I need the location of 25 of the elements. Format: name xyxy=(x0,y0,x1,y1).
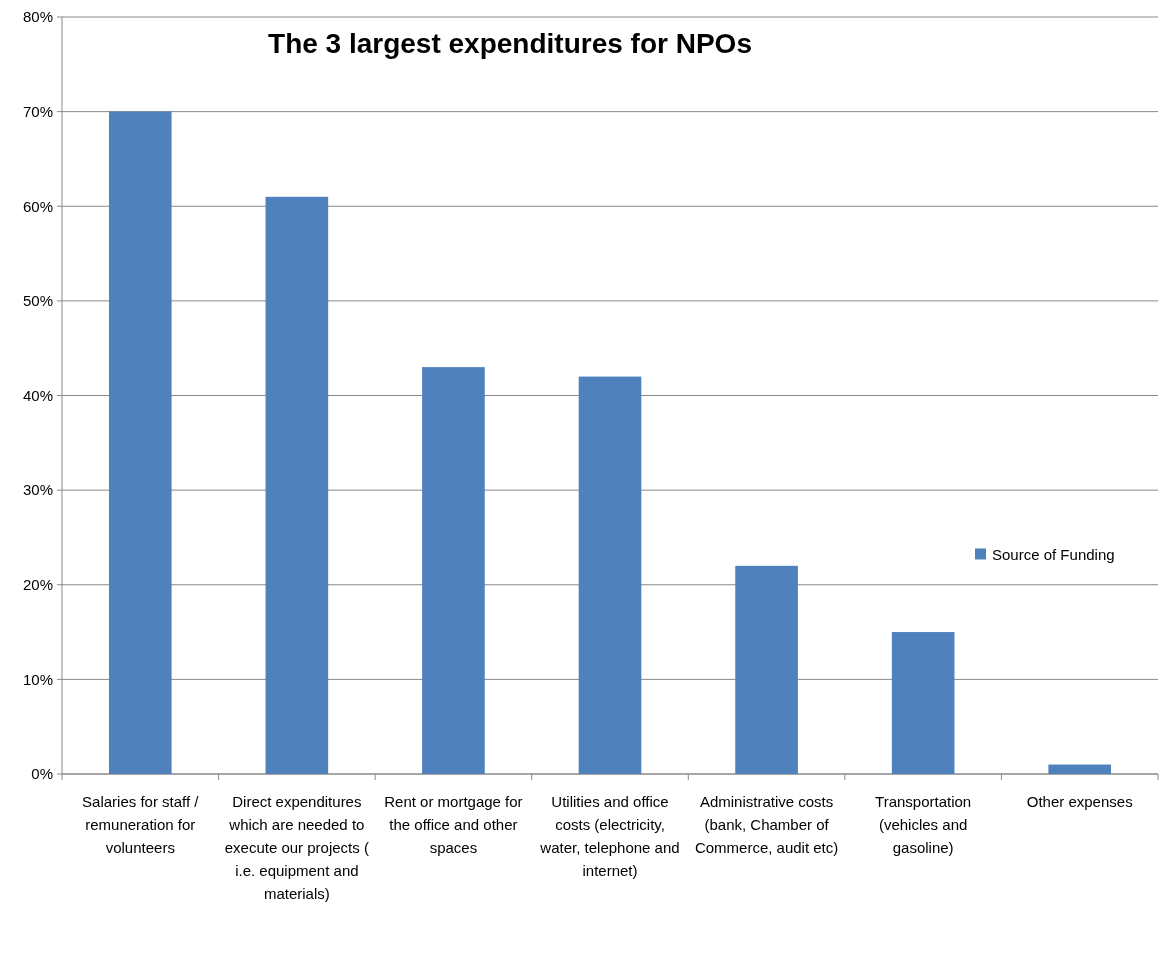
y-tick-label: 40% xyxy=(22,386,53,404)
x-tick-label: Administrative costs (bank, Chamber of Commerce, audit etc) xyxy=(694,793,839,856)
y-tick-label: 50% xyxy=(22,292,53,310)
y-tick-label: 20% xyxy=(22,576,53,593)
x-tick-label: Other expenses xyxy=(1026,793,1133,810)
bar xyxy=(265,196,329,774)
x-tick-label: Rent or mortgage for the office and other spaces xyxy=(384,793,523,856)
y-tick-label: 70% xyxy=(22,102,53,120)
y-tick-label: 60% xyxy=(22,197,53,215)
x-tick-label: Utilities and office costs (electricity, water, telephone and internet) xyxy=(539,793,680,879)
bar xyxy=(1048,764,1112,774)
bar xyxy=(108,111,172,774)
y-tick-label: 0% xyxy=(31,765,53,783)
chart-title: The 3 largest expenditures for NPOs xyxy=(268,28,752,59)
y-tick-label: 80% xyxy=(22,8,53,26)
bar xyxy=(891,632,955,774)
bar xyxy=(578,376,642,774)
x-tick-label: Transportation (vehicles and gasoline) xyxy=(875,793,972,856)
legend-label: Source of Funding xyxy=(992,545,1115,563)
x-tick-label: Salaries for staff / remuneration for volunteers xyxy=(82,793,200,856)
y-tick-label: 30% xyxy=(22,481,53,499)
bar xyxy=(422,367,485,774)
bar xyxy=(735,565,798,774)
y-tick-label: 10% xyxy=(22,670,53,688)
x-tick-label: Direct expenditures which are needed to execute our projects ( i.e. equipment and materials) xyxy=(224,793,369,902)
